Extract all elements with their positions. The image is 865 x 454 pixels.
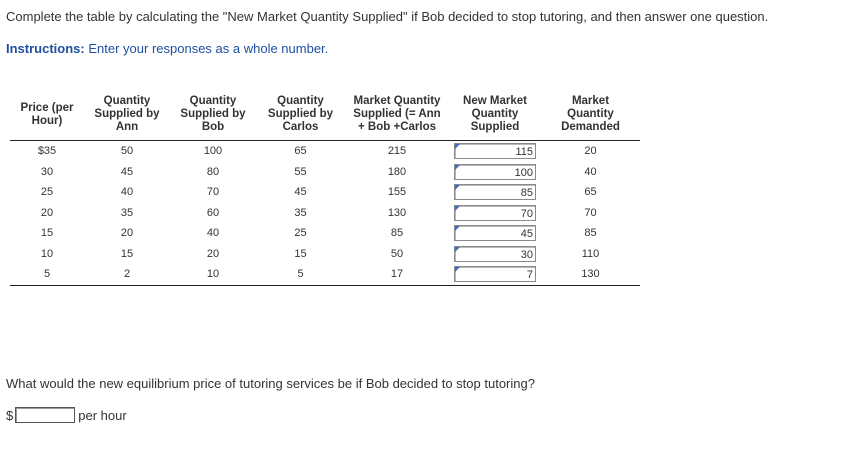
answer-line: $ per hour <box>6 407 127 423</box>
table-row: 5 2 10 5 17 7 130 <box>10 264 640 286</box>
cell-carlos: 25 <box>294 227 307 240</box>
header-ann: Quantity Supplied by Ann <box>84 92 170 141</box>
cell-bob: 10 <box>170 264 256 286</box>
header-market-demanded: Market Quantity Demanded <box>541 92 640 141</box>
new-market-value: 85 <box>520 187 533 200</box>
cell-new-market: 7 <box>449 264 541 286</box>
cell-demanded: 20 <box>584 145 597 158</box>
equilibrium-question: What would the new equilibrium price of … <box>6 376 535 391</box>
header-new-market-quantity: New Market Quantity Supplied <box>449 92 541 141</box>
cell-ann: 2 <box>84 264 170 286</box>
cell-new-market: 100 <box>449 162 541 183</box>
new-market-value: 30 <box>520 248 533 261</box>
cell-ann: 15 <box>120 247 134 260</box>
input-marker-icon <box>455 226 460 232</box>
cell-market: 215 <box>387 145 407 158</box>
cell-price: 5 <box>10 264 84 286</box>
input-marker-icon <box>455 246 460 252</box>
instructions-label: Instructions: <box>6 41 85 56</box>
cell-demanded: 65 <box>584 186 597 199</box>
cell-new-market: 30 <box>449 244 541 265</box>
new-market-value: 45 <box>520 228 533 241</box>
table-row: 20 35 60 35 130 70 70 <box>10 203 640 224</box>
table-header-row: Price (per Hour) Quantity Supplied by An… <box>10 92 640 141</box>
table-row: 25 40 70 45 155 85 65 <box>10 182 640 203</box>
cell-carlos: 35 <box>294 206 307 219</box>
cell-price: 30 <box>40 165 54 178</box>
cell-demanded: 110 <box>581 247 600 260</box>
cell-new-market: 70 <box>449 203 541 224</box>
table-row: 15 20 40 25 85 45 85 <box>10 223 640 244</box>
equilibrium-price-input[interactable] <box>15 407 76 423</box>
new-market-input[interactable]: 115 <box>454 143 536 160</box>
cell-demanded: 70 <box>584 206 597 219</box>
instructions: Instructions: Enter your responses as a … <box>6 41 328 56</box>
header-market-quantity: Market Quantity Supplied (= Ann + Bob +C… <box>345 92 449 141</box>
input-marker-icon <box>455 185 460 191</box>
cell-new-market: 45 <box>449 223 541 244</box>
cell-ann: 45 <box>120 165 134 178</box>
cell-bob: 100 <box>203 145 223 158</box>
cell-bob: 20 <box>206 247 220 260</box>
cell-price: 20 <box>40 206 54 219</box>
new-market-value: 7 <box>526 269 533 282</box>
cell-carlos: 45 <box>294 186 307 199</box>
cell-carlos: 65 <box>294 145 307 158</box>
cell-carlos: 5 <box>256 264 345 286</box>
cell-demanded: 40 <box>584 165 597 178</box>
question-prompt: Complete the table by calculating the "N… <box>6 9 769 24</box>
cell-price: $35 <box>37 145 57 158</box>
cell-ann: 35 <box>120 206 134 219</box>
new-market-input[interactable]: 30 <box>454 245 536 262</box>
cell-price: 10 <box>40 247 54 260</box>
instructions-text: Enter your responses as a whole number. <box>88 41 329 56</box>
new-market-value: 100 <box>514 166 533 179</box>
header-bob: Quantity Supplied by Bob <box>170 92 256 141</box>
new-market-input[interactable]: 45 <box>454 225 536 242</box>
new-market-value: 70 <box>520 207 533 220</box>
cell-demanded: 130 <box>541 264 640 286</box>
cell-carlos: 15 <box>294 247 307 260</box>
input-marker-icon <box>455 267 460 273</box>
cell-carlos: 55 <box>294 165 307 178</box>
cell-bob: 70 <box>206 186 220 199</box>
input-marker-icon <box>455 144 460 150</box>
supply-table: Price (per Hour) Quantity Supplied by An… <box>10 92 640 286</box>
cell-ann: 40 <box>120 186 134 199</box>
new-market-input[interactable]: 100 <box>454 163 536 180</box>
cell-ann: 20 <box>120 227 134 240</box>
cell-bob: 40 <box>206 227 220 240</box>
currency-symbol: $ <box>6 407 14 423</box>
cell-market: 50 <box>390 247 404 260</box>
new-market-input[interactable]: 7 <box>454 266 536 283</box>
cell-bob: 60 <box>206 206 220 219</box>
cell-price: 15 <box>40 227 54 240</box>
cell-market: 130 <box>387 206 407 219</box>
cell-new-market: 115 <box>449 141 541 162</box>
header-price: Price (per Hour) <box>10 92 84 141</box>
cell-ann: 50 <box>120 145 134 158</box>
new-market-input[interactable]: 70 <box>454 204 536 221</box>
cell-bob: 80 <box>206 165 220 178</box>
input-marker-icon <box>455 205 460 211</box>
cell-price: 25 <box>40 186 54 199</box>
cell-demanded: 85 <box>584 227 597 240</box>
cell-market: 17 <box>345 264 449 286</box>
unit-label: per hour <box>78 407 127 423</box>
cell-market: 180 <box>387 165 407 178</box>
cell-market: 155 <box>387 186 407 199</box>
table-row: 30 45 80 55 180 100 40 <box>10 162 640 183</box>
header-carlos: Quantity Supplied by Carlos <box>256 92 345 141</box>
cell-market: 85 <box>390 227 404 240</box>
table-row: 10 15 20 15 50 30 110 <box>10 244 640 265</box>
table-row: $35 50 100 65 215 115 20 <box>10 141 640 162</box>
new-market-value: 115 <box>515 146 533 159</box>
new-market-input[interactable]: 85 <box>454 184 536 201</box>
cell-new-market: 85 <box>449 182 541 203</box>
input-marker-icon <box>455 164 460 170</box>
